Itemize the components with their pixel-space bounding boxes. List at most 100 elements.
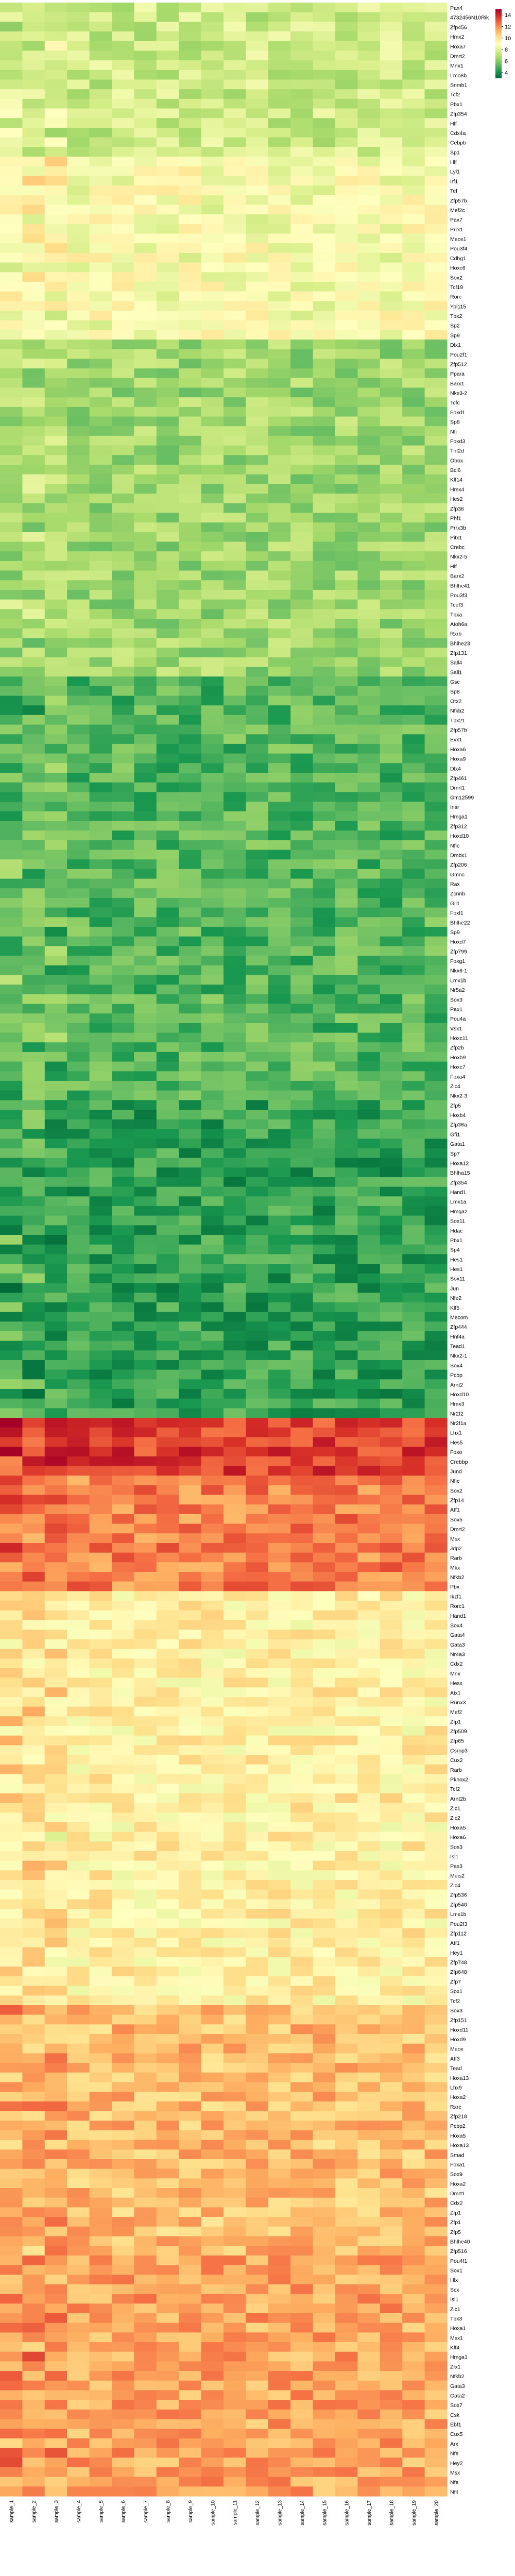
heatmap-cell bbox=[22, 2005, 45, 2015]
heatmap-cell bbox=[134, 1677, 157, 1688]
heatmap-cell bbox=[179, 359, 202, 369]
heatmap-cell bbox=[134, 1466, 157, 1476]
heatmap-cell bbox=[424, 686, 448, 697]
heatmap-cell bbox=[290, 1697, 314, 1707]
heatmap-cell bbox=[44, 397, 67, 408]
heatmap-cell bbox=[112, 359, 134, 369]
row-label: Zfp1 bbox=[450, 2210, 461, 2216]
heatmap-cell bbox=[44, 378, 67, 388]
heatmap-cell bbox=[112, 1129, 134, 1139]
heatmap-cell bbox=[335, 831, 358, 841]
heatmap-cell bbox=[201, 1110, 224, 1120]
heatmap-cell bbox=[44, 435, 67, 446]
heatmap-cell bbox=[67, 1061, 90, 1072]
heatmap-cell bbox=[357, 985, 381, 995]
heatmap-cell bbox=[313, 1552, 336, 1563]
heatmap-cell bbox=[313, 1013, 336, 1024]
heatmap-cell bbox=[67, 1437, 90, 1447]
heatmap-cell bbox=[44, 137, 67, 147]
heatmap-cell bbox=[67, 2197, 90, 2208]
heatmap-cell bbox=[112, 301, 134, 311]
heatmap-cell bbox=[156, 1206, 179, 1216]
heatmap-cell bbox=[224, 310, 246, 321]
heatmap-cell bbox=[156, 1649, 179, 1659]
heatmap-cell bbox=[424, 1148, 448, 1159]
heatmap-cell bbox=[290, 1476, 314, 1486]
heatmap-cell bbox=[313, 1225, 336, 1235]
heatmap-cell bbox=[402, 763, 425, 773]
heatmap-cell bbox=[246, 1514, 269, 1524]
heatmap-cell bbox=[156, 156, 179, 167]
row-label: Pou2f1 bbox=[450, 352, 467, 358]
heatmap-cell bbox=[22, 195, 45, 206]
row-label: Zfp5 bbox=[450, 1103, 461, 1109]
heatmap-cell bbox=[112, 1302, 134, 1313]
heatmap-cell bbox=[67, 676, 90, 687]
heatmap-cell bbox=[67, 1388, 90, 1399]
heatmap-cell bbox=[335, 1466, 358, 1476]
heatmap-cell bbox=[424, 1649, 448, 1659]
heatmap-cell bbox=[335, 628, 358, 638]
heatmap-cell bbox=[112, 252, 134, 263]
heatmap-cell bbox=[112, 1639, 134, 1650]
heatmap-cell bbox=[313, 1264, 336, 1274]
heatmap-cell bbox=[89, 1398, 112, 1409]
heatmap-cell bbox=[357, 1764, 381, 1775]
heatmap-cell bbox=[89, 1601, 112, 1611]
heatmap-cell bbox=[112, 2197, 134, 2208]
heatmap-cell bbox=[179, 195, 202, 206]
heatmap-cell bbox=[89, 156, 112, 167]
heatmap-cell bbox=[290, 1100, 314, 1110]
heatmap-cell bbox=[290, 1514, 314, 1524]
heatmap-cell bbox=[134, 1302, 157, 1313]
heatmap-cell bbox=[134, 1360, 157, 1370]
heatmap-cell bbox=[402, 1832, 425, 1842]
heatmap-cell bbox=[44, 907, 67, 918]
heatmap-cell bbox=[0, 1427, 23, 1438]
heatmap-cell bbox=[380, 1321, 403, 1332]
heatmap-cell bbox=[246, 1447, 269, 1457]
heatmap-cell bbox=[380, 1341, 403, 1351]
heatmap-cell bbox=[179, 1899, 202, 1909]
heatmap-cell bbox=[402, 1312, 425, 1322]
heatmap-cell bbox=[0, 878, 23, 889]
heatmap-cell bbox=[313, 1061, 336, 1072]
heatmap-cell bbox=[89, 1967, 112, 1977]
heatmap-cell bbox=[424, 3, 448, 13]
heatmap-cell bbox=[313, 648, 336, 658]
heatmap-cell bbox=[335, 1572, 358, 1582]
heatmap-cell bbox=[134, 831, 157, 841]
heatmap-cell bbox=[290, 1293, 314, 1303]
heatmap-cell bbox=[268, 1244, 291, 1255]
heatmap-cell bbox=[156, 743, 179, 754]
heatmap-cell bbox=[402, 1129, 425, 1139]
heatmap-cell bbox=[290, 2197, 314, 2208]
heatmap-cell bbox=[224, 724, 246, 735]
heatmap-cell bbox=[246, 243, 269, 253]
heatmap-cell bbox=[380, 561, 403, 571]
heatmap-cell bbox=[268, 686, 291, 697]
heatmap-cell bbox=[112, 1408, 134, 1418]
heatmap-cell bbox=[335, 2024, 358, 2035]
heatmap-cell bbox=[201, 2053, 224, 2063]
heatmap-cell bbox=[0, 1601, 23, 1611]
heatmap-cell bbox=[246, 532, 269, 543]
heatmap-cell bbox=[89, 1283, 112, 1293]
heatmap-cell bbox=[179, 445, 202, 455]
row-label: Foxa4 bbox=[450, 1074, 465, 1080]
heatmap-cell bbox=[44, 782, 67, 792]
heatmap-cell bbox=[357, 609, 381, 619]
heatmap-cell bbox=[335, 522, 358, 533]
heatmap-cell bbox=[0, 1572, 23, 1582]
heatmap-cell bbox=[290, 2043, 314, 2054]
heatmap-cell bbox=[246, 888, 269, 899]
heatmap-cell bbox=[424, 2140, 448, 2150]
heatmap-cell bbox=[335, 1543, 358, 1553]
heatmap-cell bbox=[246, 2284, 269, 2295]
heatmap-cell bbox=[67, 118, 90, 128]
heatmap-cell bbox=[22, 1880, 45, 1890]
heatmap-cell bbox=[402, 2082, 425, 2092]
heatmap-cell bbox=[380, 1148, 403, 1159]
row-label: Bhlhe40 bbox=[450, 2239, 470, 2245]
heatmap-cell bbox=[179, 599, 202, 609]
